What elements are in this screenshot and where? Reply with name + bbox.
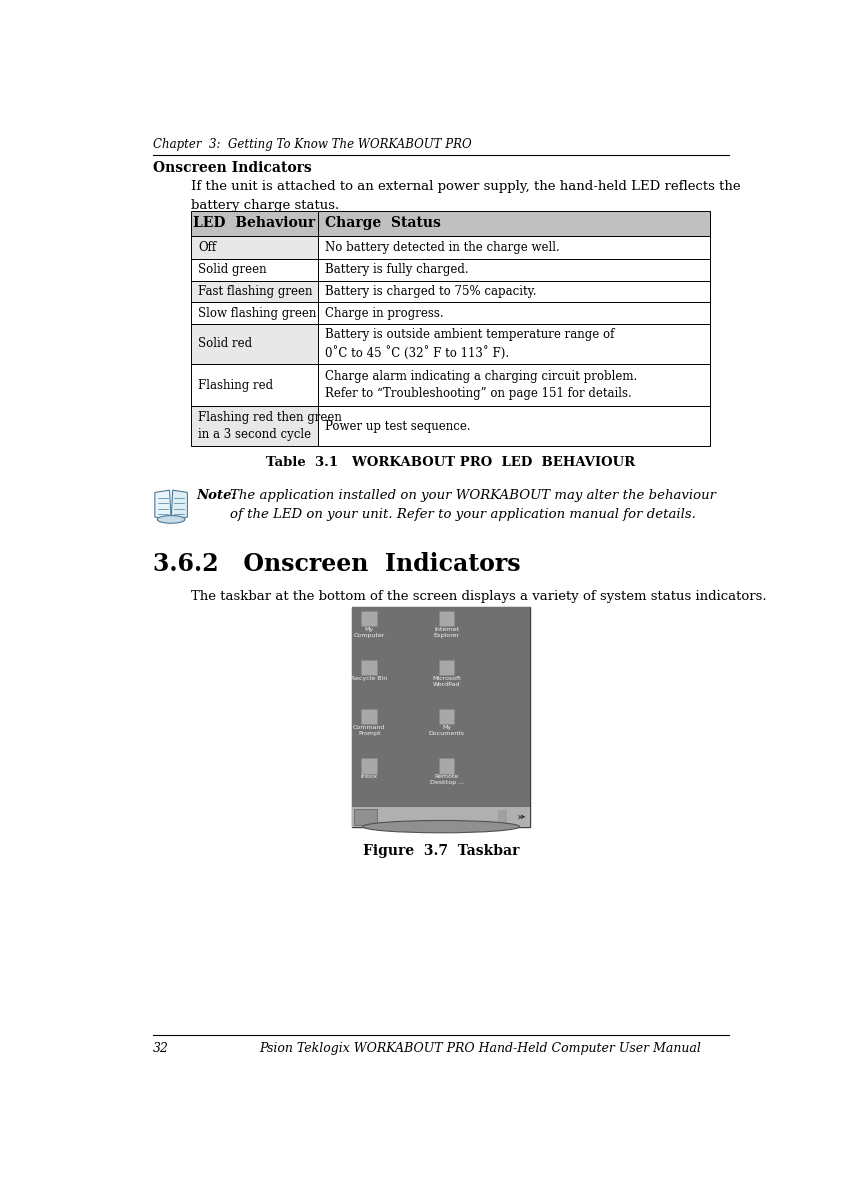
- Text: Microsoft
WordPad: Microsoft WordPad: [432, 676, 461, 687]
- Text: Recycle Bin: Recycle Bin: [351, 676, 387, 681]
- Text: 3.6.2   Onscreen  Indicators: 3.6.2 Onscreen Indicators: [153, 552, 521, 576]
- Bar: [498, 809, 507, 825]
- Bar: [361, 660, 377, 675]
- Text: Command
Prompt: Command Prompt: [353, 725, 386, 736]
- Bar: [352, 607, 530, 827]
- Text: Charge  Status: Charge Status: [326, 217, 441, 230]
- Bar: [439, 660, 455, 675]
- Bar: [317, 236, 710, 259]
- Bar: [190, 281, 317, 303]
- Text: Figure  3.7  Taskbar: Figure 3.7 Taskbar: [363, 844, 520, 857]
- Text: Chapter  3:  Getting To Know The WORKABOUT PRO: Chapter 3: Getting To Know The WORKABOUT…: [153, 138, 472, 151]
- Text: Flashing red: Flashing red: [198, 378, 274, 391]
- Bar: [361, 709, 377, 724]
- Bar: [361, 758, 377, 773]
- Text: Psion Teklogix WORKABOUT PRO Hand-Held Computer User Manual: Psion Teklogix WORKABOUT PRO Hand-Held C…: [259, 1043, 701, 1056]
- Text: The application installed on your WORKABOUT may alter the behaviour
of the LED o: The application installed on your WORKAB…: [230, 488, 716, 521]
- Polygon shape: [171, 490, 188, 521]
- Bar: [190, 406, 317, 446]
- Text: Battery is outside ambient temperature range of
0˚C to 45 ˚C (32˚ F to 113˚ F).: Battery is outside ambient temperature r…: [326, 328, 615, 359]
- Text: ➤: ➤: [520, 814, 525, 820]
- Text: Power up test sequence.: Power up test sequence.: [326, 420, 471, 433]
- Bar: [190, 324, 317, 364]
- Text: Remote
Desktop ...: Remote Desktop ...: [429, 774, 464, 785]
- Text: Table  3.1   WORKABOUT PRO  LED  BEHAVIOUR: Table 3.1 WORKABOUT PRO LED BEHAVIOUR: [265, 456, 635, 469]
- Bar: [439, 758, 455, 773]
- Bar: [190, 236, 317, 259]
- Bar: [190, 303, 317, 324]
- Bar: [317, 281, 710, 303]
- Bar: [317, 406, 710, 446]
- Bar: [190, 259, 317, 281]
- Text: Inbox: Inbox: [360, 774, 378, 779]
- Text: Solid green: Solid green: [198, 263, 267, 277]
- Text: Solid red: Solid red: [198, 338, 253, 351]
- Text: Internet
Explorer: Internet Explorer: [434, 627, 460, 638]
- Bar: [361, 610, 377, 626]
- Text: Off: Off: [198, 241, 216, 254]
- Bar: [354, 809, 377, 825]
- Bar: [439, 610, 455, 626]
- Bar: [352, 607, 530, 808]
- Text: LED  Behaviour: LED Behaviour: [193, 217, 315, 230]
- Ellipse shape: [363, 820, 520, 833]
- Text: Charge alarm indicating a charging circuit problem.
Refer to “Troubleshooting” o: Charge alarm indicating a charging circu…: [326, 370, 637, 400]
- Text: Battery is charged to 75% capacity.: Battery is charged to 75% capacity.: [326, 285, 537, 298]
- Text: Fast flashing green: Fast flashing green: [198, 285, 312, 298]
- Bar: [317, 324, 710, 364]
- Text: ✕: ✕: [516, 813, 523, 821]
- Polygon shape: [155, 490, 171, 521]
- Text: Flashing red then green
in a 3 second cycle: Flashing red then green in a 3 second cy…: [198, 412, 342, 442]
- Text: Charge in progress.: Charge in progress.: [326, 306, 444, 320]
- Text: 32: 32: [153, 1043, 169, 1056]
- Text: My
Documents: My Documents: [429, 725, 465, 736]
- Text: Note:: Note:: [196, 488, 237, 502]
- Bar: [317, 211, 710, 236]
- Bar: [439, 709, 455, 724]
- Text: Onscreen Indicators: Onscreen Indicators: [153, 160, 312, 175]
- Text: My
Computer: My Computer: [354, 627, 385, 638]
- Bar: [190, 364, 317, 406]
- Text: Battery is fully charged.: Battery is fully charged.: [326, 263, 469, 277]
- Bar: [352, 808, 530, 827]
- Bar: [317, 364, 710, 406]
- Bar: [317, 259, 710, 281]
- Bar: [190, 211, 317, 236]
- Ellipse shape: [157, 516, 185, 523]
- Text: No battery detected in the charge well.: No battery detected in the charge well.: [326, 241, 560, 254]
- Text: Slow flashing green: Slow flashing green: [198, 306, 317, 320]
- Bar: [317, 303, 710, 324]
- Text: If the unit is attached to an external power supply, the hand-held LED reflects : If the unit is attached to an external p…: [190, 180, 740, 212]
- Text: The taskbar at the bottom of the screen displays a variety of system status indi: The taskbar at the bottom of the screen …: [190, 590, 766, 603]
